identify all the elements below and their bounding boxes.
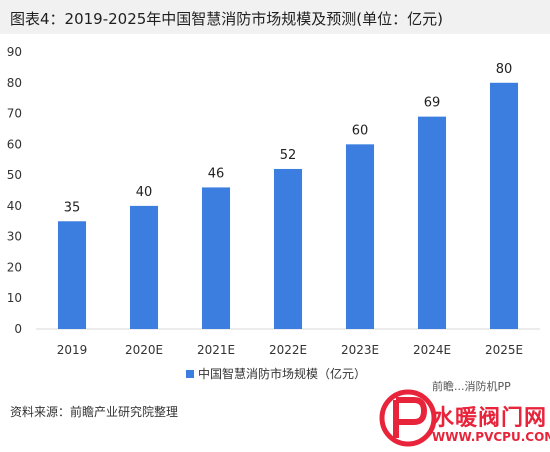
y-tick-label: 80 <box>7 76 22 90</box>
y-tick-label: 40 <box>7 199 22 213</box>
source-note: 资料来源：前瞻产业研究院整理 <box>10 405 179 419</box>
y-tick-label: 70 <box>7 107 22 121</box>
legend-label: 中国智慧消防市场规模（亿元） <box>198 366 366 381</box>
y-tick-label: 20 <box>7 260 22 274</box>
data-label: 35 <box>64 200 81 215</box>
bar <box>489 82 519 330</box>
y-tick-label: 0 <box>14 322 22 336</box>
watermark-logo-icon <box>379 389 437 447</box>
watermark-url: WWW.PVCPU.COM <box>432 430 550 444</box>
data-label: 60 <box>352 123 369 138</box>
bar <box>57 221 87 329</box>
data-label: 46 <box>208 166 225 181</box>
bar <box>417 116 447 329</box>
bar-chart: 0 10 20 30 40 50 60 70 80 90 35 2019 40 2020E 46 2021E 5… <box>7 45 540 381</box>
x-tick-label: 2019 <box>57 343 88 357</box>
y-tick-label: 50 <box>7 168 22 182</box>
x-tick-label: 2025E <box>485 343 523 357</box>
data-label: 40 <box>136 185 153 200</box>
data-label: 52 <box>280 148 297 163</box>
y-tick-label: 60 <box>7 137 22 151</box>
bar <box>201 187 231 329</box>
data-label: 80 <box>496 62 513 77</box>
bar <box>129 205 159 329</box>
y-tick-label: 90 <box>7 45 22 59</box>
bar <box>273 168 303 329</box>
y-tick-label: 30 <box>7 230 22 244</box>
chart-title: 图表4：2019-2025年中国智慧消防市场规模及预测(单位：亿元) <box>10 10 444 28</box>
x-tick-label: 2022E <box>269 343 307 357</box>
title-bar <box>0 0 550 34</box>
watermark-brand: 水暖阀门网 <box>432 406 548 431</box>
bar <box>345 144 375 329</box>
x-tick-label: 2024E <box>413 343 451 357</box>
x-tick-label: 2023E <box>341 343 379 357</box>
legend-swatch <box>186 370 194 378</box>
data-label: 69 <box>424 96 441 111</box>
watermark-top-text: 前瞻...消防机PP <box>432 380 511 393</box>
x-tick-label: 2020E <box>125 343 163 357</box>
y-tick-label: 10 <box>7 291 22 305</box>
x-tick-label: 2021E <box>197 343 235 357</box>
